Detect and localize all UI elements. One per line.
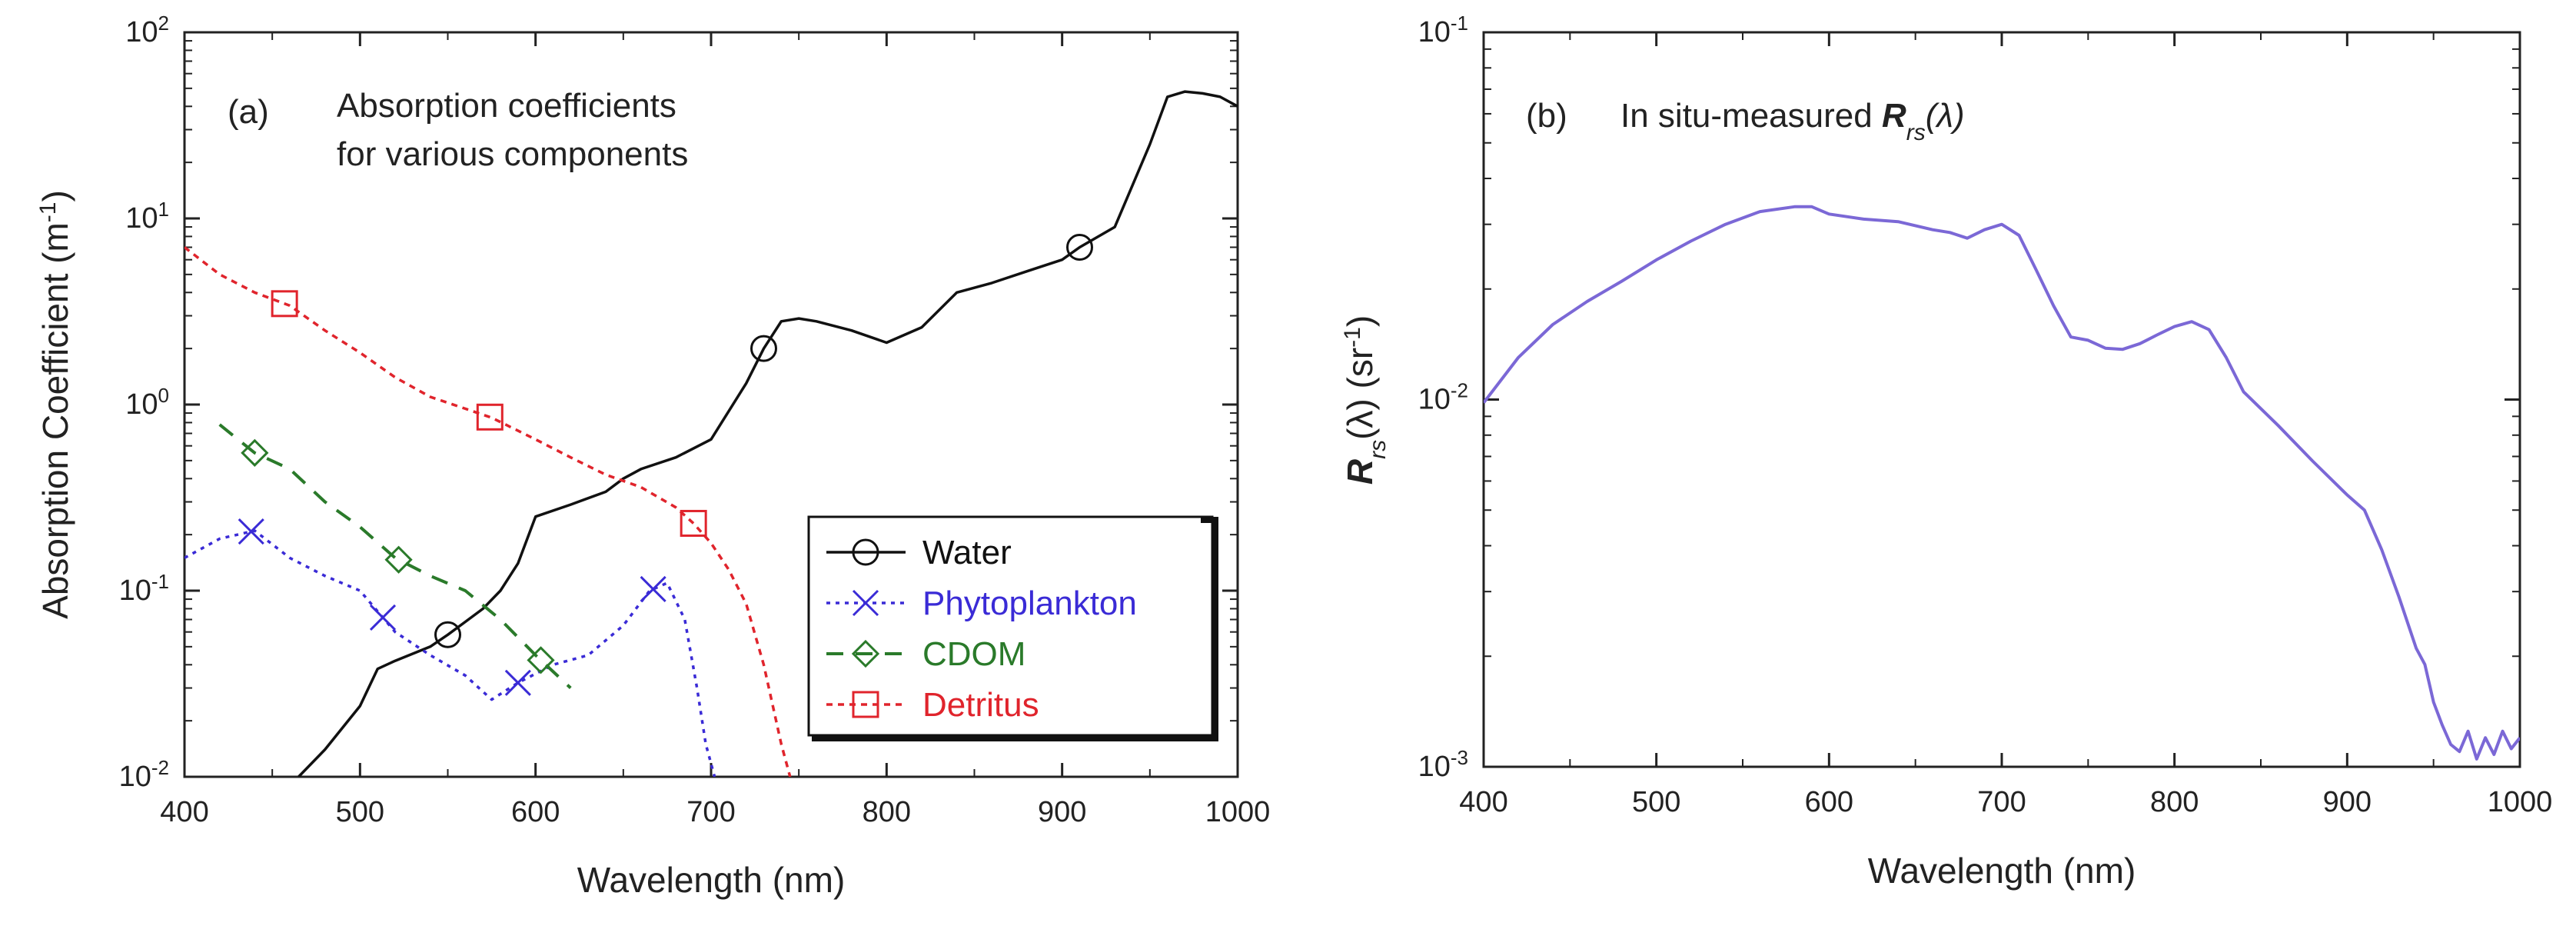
legend-marker-water (852, 538, 879, 566)
panel-b-ticks (1482, 31, 2521, 768)
x-tick-label: 900 (2323, 786, 2372, 818)
legend-label-phytoplankton: Phytoplankton (922, 585, 1137, 622)
y-tick-label: 10-2 (119, 756, 169, 793)
series-line-water (297, 90, 1238, 777)
water-marker (1066, 233, 1093, 261)
panel-b-title: In situ-measured Rrs(λ) (1620, 97, 1965, 145)
x-tick-label: 600 (511, 796, 560, 828)
series-line-rrs (1484, 205, 2520, 761)
x-tick-label: 600 (1805, 786, 1853, 818)
y-tick-label: 10-1 (119, 570, 169, 607)
x-tick-label: 400 (1459, 786, 1507, 818)
water-marker (750, 335, 777, 362)
x-tick-label: 1000 (1205, 796, 1271, 828)
x-tick-label: 700 (1977, 786, 2026, 818)
y-tick-label: 10-1 (1418, 12, 1468, 48)
cdom-marker (527, 646, 555, 675)
panel-a-y-axis-label: Absorption Coefficient (m-1) (35, 190, 76, 619)
phytoplankton-marker (640, 575, 666, 603)
panel-b-x-axis-label: Wavelength (nm) (1868, 851, 2136, 891)
detritus-marker (476, 403, 504, 431)
legend-label-water: Water (922, 534, 1012, 571)
panel-a-series (184, 90, 1238, 777)
series-line-phytoplankton (184, 529, 716, 777)
panel-b-x-tick-labels: 400 500 600 700 800 900 1000 (1459, 786, 2552, 818)
x-tick-label: 700 (686, 796, 735, 828)
panel-b: 400 500 600 700 800 900 1000 10-3 10-2 10-1 Wave… (1340, 12, 2553, 891)
panel-b-series (1484, 205, 2520, 761)
panel-b-label: (b) (1526, 97, 1567, 135)
panel-a-x-tick-labels: 400 500 600 700 800 900 1000 (160, 796, 1270, 828)
legend-marker-phytoplankton (852, 589, 879, 617)
phytoplankton-marker (369, 604, 397, 631)
y-tick-label: 102 (125, 12, 169, 48)
legend-marker-cdom (851, 639, 880, 668)
x-tick-label: 400 (160, 796, 208, 828)
y-tick-label: 10-3 (1418, 746, 1468, 783)
panel-b-plot-frame (1482, 31, 2521, 768)
legend-label-cdom: CDOM (922, 635, 1025, 673)
panel-a-y-tick-labels: 10-2 10-1 100 101 102 (119, 12, 169, 793)
water-marker (434, 621, 461, 648)
phytoplankton-marker (504, 669, 531, 696)
phytoplankton-marker (238, 518, 264, 545)
cdom-marker (241, 438, 269, 467)
panel-a-markers (238, 233, 1093, 696)
x-tick-label: 800 (863, 796, 911, 828)
panel-b-y-axis-label: Rrs(λ) (sr-1) (1340, 315, 1391, 485)
panel-a-title-line-2: for various components (337, 135, 688, 173)
legend-marker-detritus (852, 691, 879, 718)
detritus-marker (680, 509, 707, 537)
panel-a-title-line-1: Absorption coefficients (337, 87, 676, 125)
x-tick-label: 1000 (2488, 786, 2553, 818)
cdom-marker (384, 545, 413, 574)
x-tick-label: 500 (336, 796, 384, 828)
series-line-detritus (184, 246, 792, 777)
panel-a-legend: Water Phytoplankton CDOM Detritus (807, 515, 1218, 741)
x-tick-label: 900 (1038, 796, 1086, 828)
detritus-marker (271, 290, 298, 318)
panel-a: 400 500 600 700 800 900 1000 10-2 10-1 100 101 102… (35, 12, 1271, 900)
panel-a-x-axis-label: Wavelength (nm) (577, 860, 846, 900)
x-tick-label: 500 (1632, 786, 1680, 818)
panel-a-label: (a) (228, 93, 269, 131)
series-line-cdom (218, 423, 572, 689)
y-tick-label: 10-2 (1418, 379, 1468, 416)
y-tick-label: 101 (125, 198, 169, 235)
legend-label-detritus: Detritus (922, 686, 1039, 724)
panel-a-ticks (183, 31, 1239, 778)
x-tick-label: 800 (2150, 786, 2199, 818)
y-tick-label: 100 (125, 384, 169, 421)
panel-b-y-tick-labels: 10-3 10-2 10-1 (1418, 12, 1468, 783)
